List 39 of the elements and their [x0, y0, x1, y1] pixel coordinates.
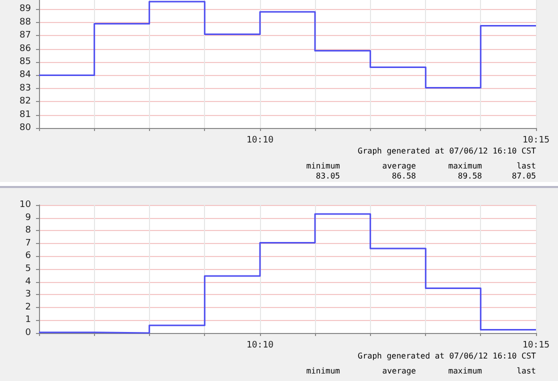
text: average: [382, 366, 416, 376]
x-tick-label: 10:15: [522, 340, 550, 350]
text: 89.58: [458, 172, 482, 180]
text: average: [382, 162, 416, 170]
y-tick-label: 80: [20, 123, 32, 133]
x-tick-label: 10:10: [246, 340, 274, 350]
text: 87.05: [512, 172, 536, 180]
y-tick-label: 3: [25, 290, 31, 300]
y-tick-label: 84: [20, 70, 32, 80]
y-tick-label: 82: [20, 96, 31, 107]
y-tick-label: 9: [25, 212, 32, 223]
text: 86.58: [392, 172, 416, 180]
y-tick-label: 7: [25, 238, 31, 248]
y-tick-label: 0: [25, 328, 32, 338]
text: maximum: [448, 366, 482, 376]
y-tick-label: 10: [20, 200, 32, 210]
y-tick-label: 4: [25, 276, 32, 287]
y-tick-label: 6: [25, 251, 32, 262]
y-tick-label: 2: [25, 302, 31, 312]
y-tick-label: 86: [20, 44, 32, 54]
text: Graph generated at 07/06/12 16:10 CST: [358, 146, 536, 156]
y-tick-label: 81: [20, 110, 31, 120]
y-tick-label: 88: [20, 17, 32, 28]
y-tick-label: 8: [25, 226, 32, 236]
text: last: [516, 366, 536, 376]
x-tick-label: 10:15: [522, 136, 550, 146]
y-tick-label: 85: [20, 57, 31, 68]
text: 83.05: [316, 172, 340, 180]
y-tick-label: 87: [20, 30, 31, 41]
y-tick-label: 1: [25, 315, 31, 326]
text: minimum: [306, 162, 340, 170]
text: Graph generated at 07/06/12 16:10 CST: [358, 352, 536, 360]
y-tick-label: 83: [20, 83, 31, 94]
text: last: [516, 162, 536, 170]
text: maximum: [448, 162, 482, 170]
x-tick-label: 10:10: [246, 136, 274, 146]
y-tick-label: 5: [25, 264, 31, 274]
text: minimum: [306, 366, 340, 376]
y-tick-label: 89: [20, 4, 32, 14]
